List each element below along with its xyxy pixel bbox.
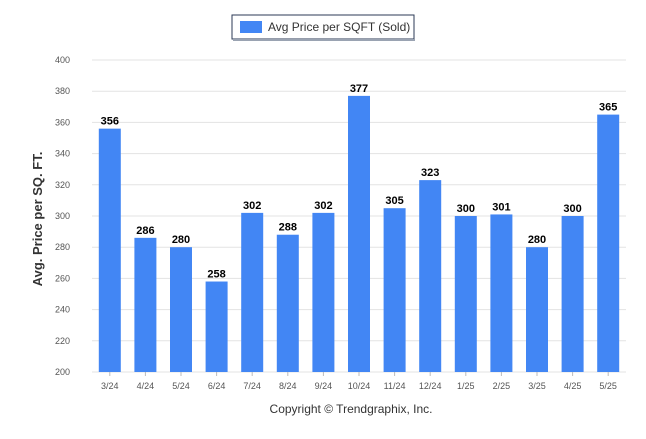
bar-value-label: 377 (350, 83, 368, 95)
bar[interactable] (134, 237, 157, 372)
x-tick-label: 3/24 (101, 381, 119, 391)
y-tick-label: 200 (55, 367, 70, 377)
y-axis-title: Avg. Price per SQ. FT. (30, 152, 45, 287)
bar[interactable] (170, 247, 192, 372)
x-tick-label: 5/25 (599, 381, 617, 391)
bar[interactable] (348, 95, 370, 372)
bar-value-label: 300 (563, 203, 581, 215)
legend-frame-shadow (233, 39, 415, 41)
legend-frame (231, 14, 415, 40)
x-tick-label: 11/24 (384, 381, 406, 391)
x-tick-label: 7/24 (243, 381, 261, 391)
bar[interactable] (526, 247, 548, 372)
bar[interactable] (241, 212, 264, 372)
x-tick-label: 6/24 (208, 381, 226, 391)
bar-value-label: 286 (136, 225, 154, 237)
x-tick-label: 10/24 (348, 381, 371, 391)
y-tick-label: 240 (55, 305, 70, 315)
x-tick-label: 9/24 (315, 381, 333, 391)
y-axis-ticks: 200 220 240 260 280 300 320 340 360 380 400 (55, 55, 70, 377)
bar[interactable] (205, 281, 228, 372)
y-tick-label: 380 (55, 86, 70, 96)
legend-swatch (240, 21, 262, 33)
copyright-text: Copyright © Trendgraphix, Inc. (270, 402, 433, 416)
y-tick-label: 220 (55, 336, 70, 346)
x-tick-label: 5/24 (172, 381, 190, 391)
bar[interactable] (561, 216, 584, 372)
bar-value-label: 365 (599, 102, 617, 114)
x-tick-label: 3/25 (528, 381, 546, 391)
y-tick-label: 340 (55, 149, 70, 159)
y-tick-label: 300 (55, 211, 70, 221)
bar-value-label: 301 (492, 201, 510, 213)
bar[interactable] (383, 208, 406, 372)
bar-value-label: 305 (385, 195, 403, 207)
bar[interactable] (597, 114, 620, 372)
y-tick-label: 320 (55, 180, 70, 190)
bar[interactable] (454, 216, 477, 372)
x-tick-label: 4/24 (137, 381, 155, 391)
bar-value-label: 356 (101, 116, 119, 128)
bar-value-label: 300 (457, 203, 475, 215)
x-tick-label: 8/24 (279, 381, 297, 391)
value-labels: 356 286 280 258 302 288 302 377 305 323 300 301 280 3… (101, 83, 618, 281)
y-tick-label: 360 (55, 117, 70, 127)
x-tick-label: 2/25 (493, 381, 511, 391)
bar-value-label: 302 (243, 200, 261, 212)
legend-label: Avg Price per SQFT (Sold) (268, 20, 410, 34)
x-tick-label: 12/24 (419, 381, 442, 391)
y-tick-label: 260 (55, 273, 70, 283)
bar[interactable] (490, 214, 513, 372)
y-tick-label: 280 (55, 242, 70, 252)
y-tick-label: 400 (55, 55, 70, 65)
bar[interactable] (98, 128, 121, 372)
x-tick-label: 4/25 (564, 381, 582, 391)
bar-value-label: 280 (172, 234, 190, 246)
bar-value-label: 280 (528, 234, 546, 246)
bar-value-label: 302 (314, 200, 332, 212)
bar[interactable] (276, 234, 299, 372)
legend[interactable]: Avg Price per SQFT (Sold) (231, 14, 415, 41)
bars (98, 95, 620, 372)
x-axis-ticks: 3/24 4/24 5/24 6/24 7/24 8/24 9/24 10/24 11/24 12… (101, 372, 617, 391)
bar-value-label: 288 (279, 222, 297, 234)
bar[interactable] (419, 180, 442, 372)
bar-value-label: 323 (421, 167, 439, 179)
bar-value-label: 258 (207, 269, 225, 281)
x-tick-label: 1/25 (457, 381, 475, 391)
bar[interactable] (312, 212, 335, 372)
